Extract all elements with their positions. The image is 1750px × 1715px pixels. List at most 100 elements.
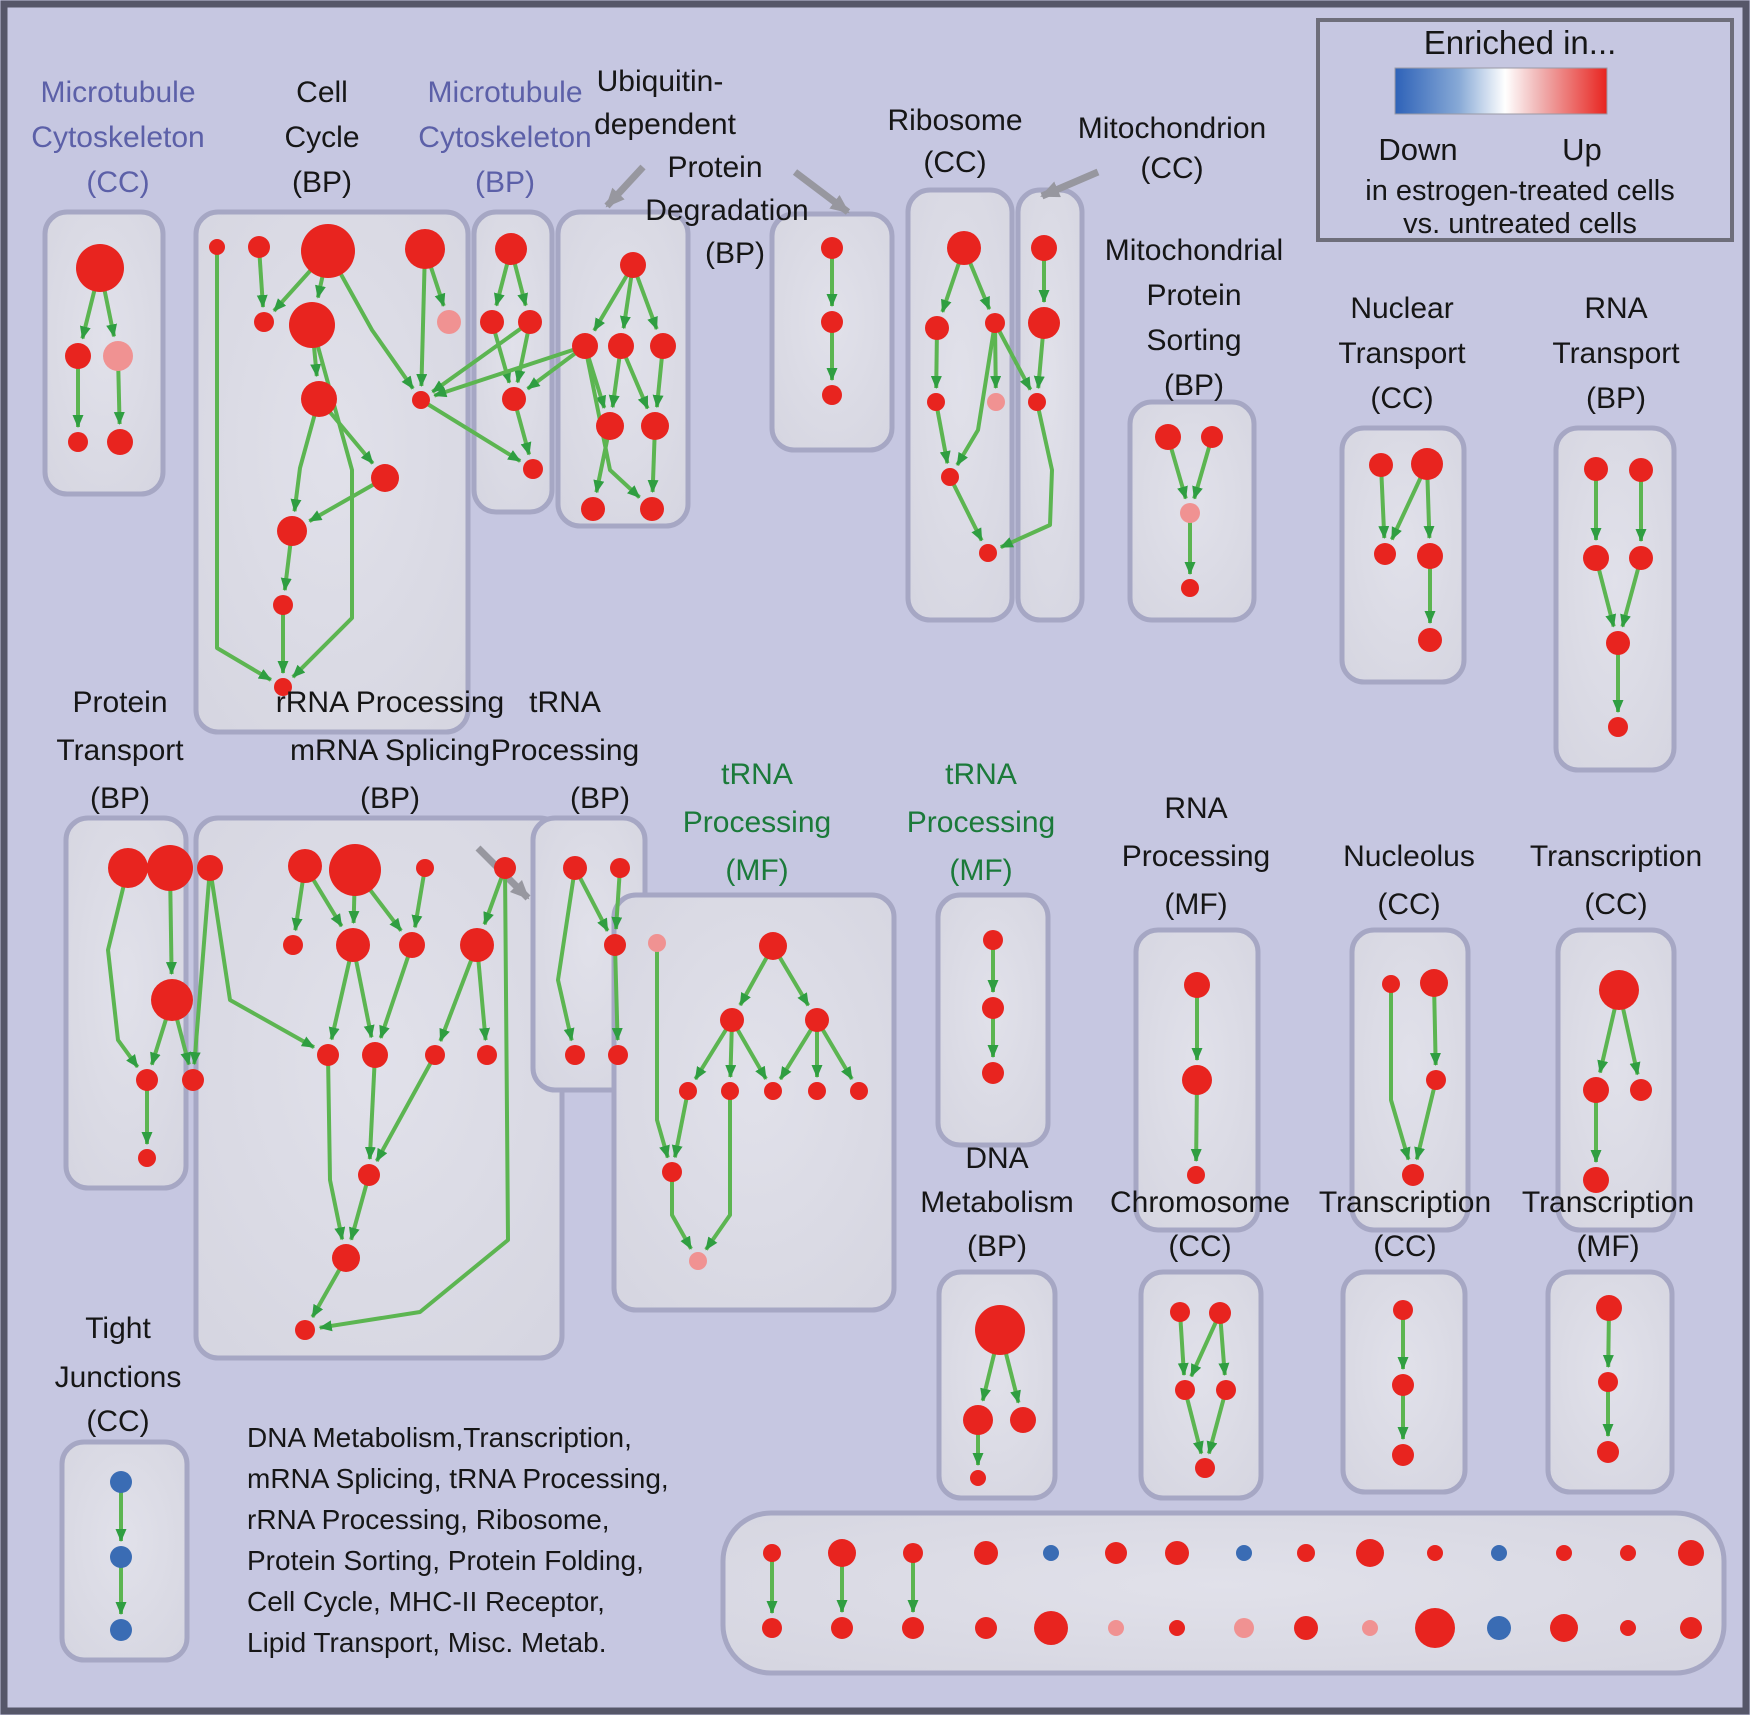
cluster-label-rna_transport: Transport [1552, 337, 1680, 370]
go-term-node [1297, 1544, 1315, 1562]
cluster-label-nuc_transport: Nuclear [1350, 292, 1453, 325]
cluster-label-trna_bp: Processing [491, 734, 639, 767]
cluster-label-rna_mf: (MF) [1164, 888, 1227, 921]
go-term-node [412, 391, 430, 409]
go-term-node [1420, 969, 1448, 997]
go-term-node [1598, 1372, 1618, 1392]
go-term-node [329, 844, 381, 896]
go-term-node [1180, 503, 1200, 523]
hierarchy-edge [433, 344, 586, 398]
go-term-node [1187, 1166, 1205, 1184]
go-term-node [1234, 1618, 1254, 1638]
go-term-node [620, 252, 646, 278]
go-term-node [332, 1244, 360, 1272]
legend-gradient-bar [1394, 67, 1608, 115]
go-term-node [1418, 628, 1442, 652]
cluster-label-trna_bp: tRNA [529, 686, 601, 719]
go-term-node [975, 1305, 1025, 1355]
go-term-node [1620, 1545, 1636, 1561]
hierarchy-edge [308, 476, 386, 523]
cluster-label-transcription_cc_bot: (CC) [1373, 1230, 1436, 1263]
go-term-node [821, 237, 843, 259]
go-term-node [110, 1619, 132, 1641]
hierarchy-edge [416, 248, 428, 387]
hierarchy-edge [611, 944, 623, 1041]
go-term-node [1182, 1065, 1212, 1095]
go-term-node [1596, 1295, 1622, 1321]
go-term-node [460, 928, 494, 962]
go-term-node [138, 1149, 156, 1167]
go-term-node [979, 544, 997, 562]
go-term-node [1216, 1380, 1236, 1400]
cluster-label-transcription_cc_mid: Transcription [1530, 840, 1702, 873]
legend-caption-line1: in estrogen-treated cells [1365, 175, 1675, 207]
go-term-node [254, 312, 274, 332]
hierarchy-edge [671, 1090, 690, 1159]
go-term-node [759, 932, 787, 960]
go-term-node [1550, 1614, 1578, 1642]
go-term-node [1680, 1617, 1702, 1639]
cluster-label-mt_cc: Microtubule [40, 76, 195, 109]
callout-arrow [792, 169, 851, 215]
go-term-node [1393, 1300, 1413, 1320]
cluster-box-trna_mf_big [611, 892, 897, 1313]
cluster-label-mps: Mitochondrial [1105, 234, 1283, 267]
cluster-label-nuc_transport: (CC) [1370, 382, 1433, 415]
go-term-node [947, 231, 981, 265]
go-term-node [1209, 1302, 1231, 1324]
go-term-node [648, 934, 666, 952]
go-term-node [1155, 424, 1181, 450]
cluster-label-ribosome: (CC) [923, 146, 986, 179]
go-term-node [103, 341, 133, 371]
go-term-node [1584, 457, 1608, 481]
hierarchy-edge [611, 867, 623, 930]
go-term-node [437, 310, 461, 334]
go-term-node [610, 858, 630, 878]
hierarchy-edge [290, 398, 321, 513]
go-term-node [821, 311, 843, 333]
go-term-node [805, 1008, 829, 1032]
go-term-node [1195, 1458, 1215, 1478]
go-term-node [1294, 1616, 1318, 1640]
go-term-node [1170, 1302, 1190, 1322]
legend-up-label: Up [1562, 132, 1602, 167]
go-term-node [477, 1045, 497, 1065]
go-term-node [110, 1471, 132, 1493]
go-term-node [1356, 1539, 1384, 1567]
cluster-label-rna_mf: RNA [1164, 792, 1227, 825]
go-term-node [1034, 1611, 1068, 1645]
go-term-node [608, 333, 634, 359]
cluster-label-trna_mf_big: (MF) [725, 854, 788, 887]
go-term-node [495, 233, 527, 265]
hierarchy-edge [1206, 1389, 1228, 1455]
go-term-node [1629, 458, 1653, 482]
go-term-node [108, 848, 148, 888]
cluster-label-dna_met: (BP) [967, 1230, 1027, 1263]
legend-down-label: Down [1378, 132, 1457, 167]
cluster-label-ubiq_a: Ubiquitin- [597, 65, 724, 98]
go-term-node [68, 432, 88, 452]
hierarchy-edge [378, 944, 414, 1039]
go-term-node [982, 1062, 1004, 1084]
go-term-node [289, 302, 335, 348]
go-term-node [336, 928, 370, 962]
go-term-node [295, 1320, 315, 1340]
go-term-node [1382, 975, 1400, 993]
go-term-node [1402, 1164, 1424, 1186]
go-term-node [679, 1082, 697, 1100]
go-term-node [248, 236, 270, 258]
cluster-label-trna_bp: (BP) [570, 782, 630, 815]
go-term-node [985, 313, 1005, 333]
cluster-label-trna_mf_small: tRNA [945, 758, 1017, 791]
go-term-node [974, 1541, 998, 1565]
go-term-node [136, 1069, 158, 1091]
go-term-node [1678, 1540, 1704, 1566]
misc-category-list-line: Lipid Transport, Misc. Metab. [247, 1627, 606, 1658]
cluster-label-mps: Sorting [1146, 324, 1241, 357]
go-term-node [1620, 1620, 1636, 1636]
cluster-label-mt_bp: Cytoskeleton [418, 121, 591, 154]
go-term-node [301, 381, 337, 417]
go-term-node [1031, 235, 1057, 261]
go-term-node [662, 1162, 682, 1182]
